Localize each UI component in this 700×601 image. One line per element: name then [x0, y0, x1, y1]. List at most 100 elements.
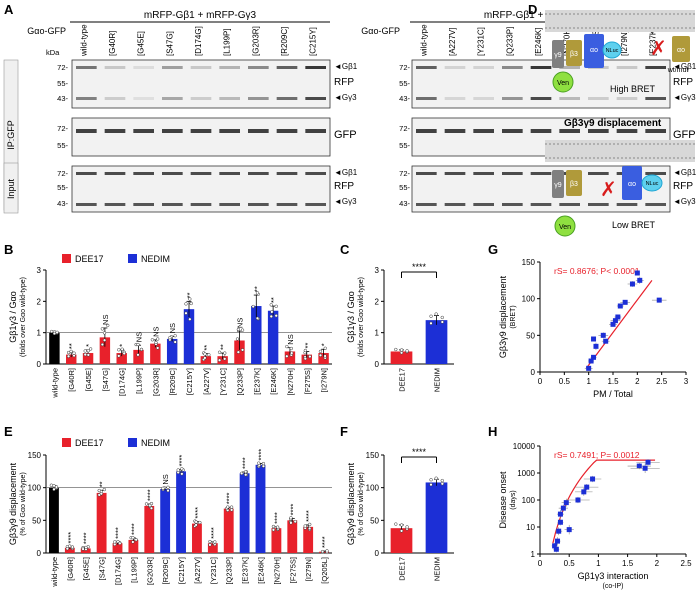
chart-H-point-4 — [557, 519, 563, 525]
chart-B-point-11-2 — [235, 337, 240, 341]
right-lane-0: wild-type — [419, 24, 428, 57]
chart-H-point-8 — [566, 527, 572, 533]
rfp-left-ip: RFP — [334, 77, 354, 88]
chart-H-ylabel: Disease onset — [498, 471, 508, 529]
band-ip-gb1-0-3 — [162, 66, 183, 69]
band-ip-gy3-1-8 — [645, 97, 666, 100]
legend-dee-e: DEE17 — [75, 438, 104, 448]
panel-a-label: A — [4, 2, 14, 17]
chart-G-point-9 — [615, 314, 621, 320]
band-in-gy3-1-4 — [530, 203, 552, 206]
chart-B-bar-1 — [66, 354, 77, 364]
chart-G-point-3 — [593, 343, 599, 349]
chart-E-point-4-3 — [113, 540, 117, 544]
chart-G-point-10 — [617, 303, 623, 309]
panel-c-label: C — [340, 242, 350, 257]
chart-B-xtick-label-7: [R209C] — [168, 368, 177, 396]
band-in-gy3-1-0 — [416, 203, 437, 206]
chart-F-bar-1 — [425, 482, 448, 553]
chart-G-ytick-label-150: 150 — [522, 258, 536, 267]
chart-e: 0 50 100 150 Gβ3γ9 displacement (% of Gαo wil… — [8, 449, 332, 588]
chart-E-point-0-2 — [49, 483, 54, 487]
chart-E-point-1-4 — [65, 547, 69, 551]
chart-H-point-9 — [575, 497, 581, 503]
chart-B-point-1-4 — [66, 354, 71, 358]
band-ip-gy3-0-5 — [219, 97, 240, 100]
chart-H-point-6 — [560, 505, 566, 511]
displacement-label: Gβ3γ9 displacement — [564, 118, 662, 129]
left-lane-1: [G40R] — [108, 31, 117, 56]
chart-E-xtick-label-7: [R209C] — [161, 557, 170, 585]
chart-B-ytick-label-1: 1 — [37, 329, 42, 338]
chart-E-sig-8: **** — [177, 455, 186, 467]
chart-F-ytick-label-50: 50 — [370, 516, 379, 525]
chart-G-xtick-label-0.5: 0.5 — [559, 377, 571, 386]
chart-E-sig-4: **** — [114, 527, 123, 539]
ip-label: IP:GFP — [6, 120, 16, 150]
chart-E-xtick-label-11: [Q233P] — [225, 557, 234, 585]
chart-B-point-7-0 — [173, 340, 177, 344]
chart-f: 0 50 100 150 Gβ3γ9 displacement (% of Gαo wil… — [346, 447, 454, 581]
chart-B-point-10-0 — [217, 358, 222, 362]
chart-E-ytick-label-100: 100 — [28, 484, 42, 493]
chart-C-point-1-3 — [440, 315, 444, 320]
chart-E-point-8-4 — [176, 468, 180, 472]
chart-E-sig-17: **** — [320, 536, 329, 548]
marker-72-gfp-left: 72- — [57, 124, 68, 133]
chart-E-bar-5 — [128, 539, 139, 553]
chart-E-point-6-2 — [144, 502, 149, 506]
chart-E-point-5-0 — [131, 540, 135, 544]
membrane-bottom — [545, 140, 695, 162]
beta-label-top: β3 — [570, 51, 578, 58]
rfp-right-ip: RFP — [673, 77, 693, 88]
marker-43-ip-right: 43- — [399, 94, 410, 103]
chart-E-sig-10: **** — [209, 527, 218, 539]
band-ip-gb1-1-5 — [559, 66, 580, 69]
chart-E-xtick-label-0: wild-type — [50, 557, 59, 588]
marker-72-in-right: 72- — [399, 169, 410, 178]
panel-h-label: H — [488, 424, 497, 439]
chart-B-ylabel: Gβ1γ3 / Gαo — [8, 291, 18, 342]
chart-B-bar-8 — [183, 309, 195, 364]
chart-C-ytick-label-2: 2 — [375, 297, 380, 306]
band-in-gy3-1-5 — [559, 203, 580, 206]
chart-F-sig: **** — [412, 447, 427, 457]
chart-C-point-0-4 — [399, 351, 404, 355]
chart-C-point-1-4 — [429, 321, 433, 325]
chart-C-ytick-label-0: 0 — [375, 360, 380, 369]
chart-B-bar-4 — [116, 353, 127, 364]
chart-B-bar-12 — [251, 306, 262, 364]
gfp-right: GFP — [673, 129, 696, 141]
membrane-top — [545, 10, 695, 32]
chart-B-bar-2 — [82, 353, 94, 364]
chart-E-point-0-3 — [54, 485, 59, 489]
chart-C-bar-0 — [390, 351, 413, 364]
band-ip-gb1-0-6 — [248, 66, 269, 69]
chart-B-point-0-3 — [55, 330, 59, 334]
marker-43-ip-left: 43- — [57, 94, 68, 103]
chart-B-point-10-1 — [223, 357, 227, 361]
chart-B-xtick-label-16: [I279N] — [320, 368, 329, 392]
chart-G-point-4 — [591, 336, 597, 342]
chart-B-point-9-2 — [207, 353, 211, 357]
chart-E-xtick-label-13: [E246K] — [257, 557, 266, 584]
chart-E-bar-14 — [271, 528, 282, 553]
chart-E-bar-0 — [49, 487, 59, 553]
chart-E-point-11-4 — [229, 505, 234, 509]
chart-E-point-3-2 — [102, 487, 106, 492]
chart-B-sig-4: * — [118, 344, 127, 347]
band-in-gb1-1-4 — [530, 172, 552, 175]
band-in-gb1-0-4 — [190, 172, 212, 175]
chart-E-sig-14: **** — [272, 512, 281, 524]
nluc-label-bottom: NLuc — [646, 181, 659, 187]
band-in-gb1-0-7 — [276, 172, 298, 175]
cross-icon-top: ✗ — [650, 38, 667, 60]
chart-B-point-5-3 — [136, 342, 140, 347]
chart-B-xtick-label-9: [A227V] — [202, 368, 211, 395]
alpha-label-top: αo — [590, 47, 598, 54]
chart-G-ytick-label-0: 0 — [531, 368, 536, 377]
chart-E-xtick-label-9: [A227V] — [193, 557, 202, 584]
nluc-label-top: NLuc — [606, 48, 619, 54]
chart-E-point-1-3 — [70, 545, 75, 549]
band-in-gy3-0-1 — [104, 203, 126, 206]
